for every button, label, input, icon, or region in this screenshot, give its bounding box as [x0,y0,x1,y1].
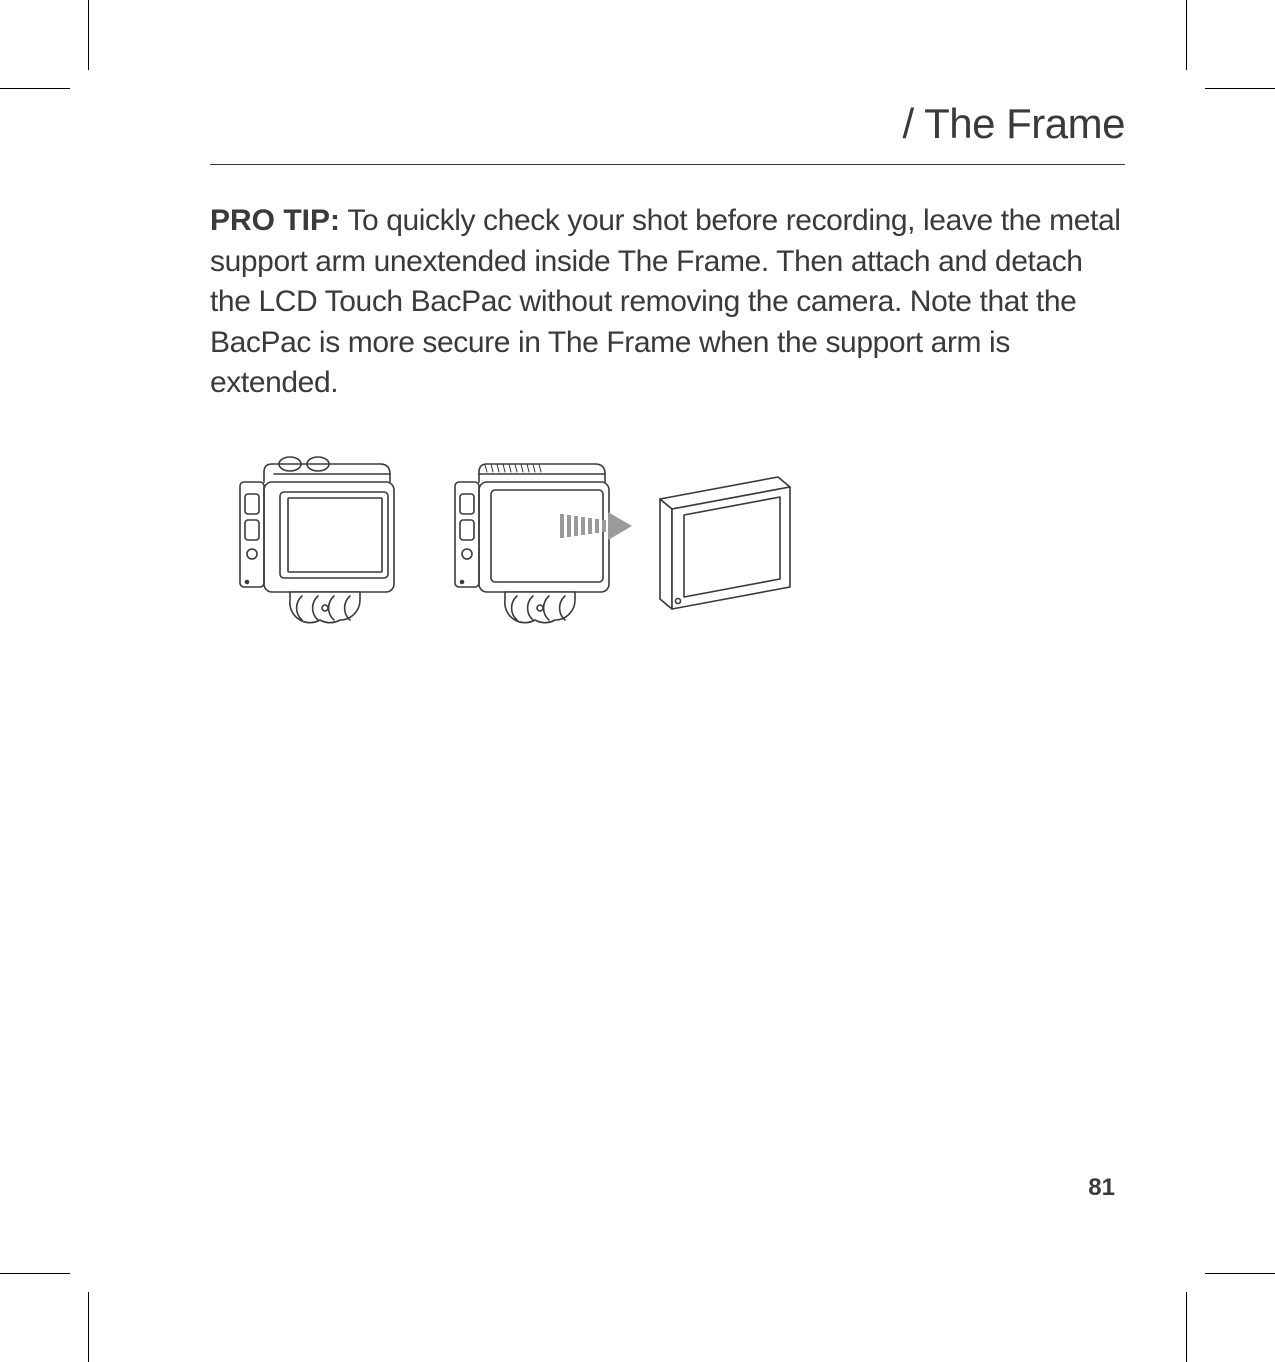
page-content: / The Frame PRO TIP: To quickly check yo… [210,100,1125,1262]
pro-tip-label: PRO TIP: [210,204,340,237]
cropmark [1186,0,1187,70]
page-number: 81 [1088,1174,1115,1202]
pro-tip-text: To quickly check your shot before record… [210,204,1121,399]
section-title: / The Frame [210,100,1125,165]
diagram-svg [220,432,820,632]
cropmark [0,1273,70,1274]
cropmark [88,0,89,70]
bacpac-frame-diagram [220,432,1125,637]
cropmark [1186,1292,1187,1362]
cropmark [1205,88,1275,89]
pro-tip-paragraph: PRO TIP: To quickly check your shot befo… [210,201,1125,404]
cropmark [0,88,70,89]
cropmark [88,1292,89,1362]
cropmark [1205,1273,1275,1274]
